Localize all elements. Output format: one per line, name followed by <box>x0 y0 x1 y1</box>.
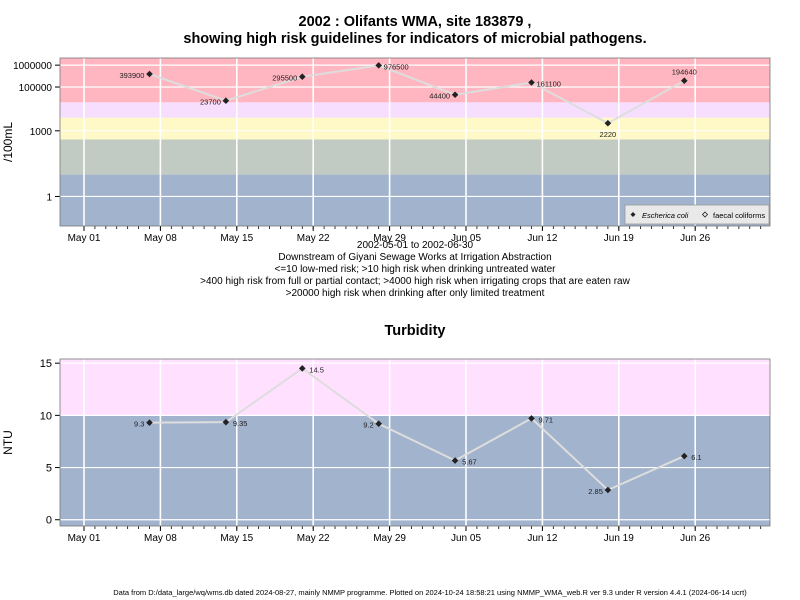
legend-box <box>624 204 770 225</box>
x-tick-label: Jun 05 <box>451 233 481 244</box>
plot-frame <box>59 57 771 227</box>
y-axis-label: NTU <box>1 430 15 455</box>
data-point <box>528 79 535 86</box>
x-tick-label: Jun 12 <box>527 233 557 244</box>
data-point <box>604 486 612 494</box>
data-point <box>451 457 459 464</box>
data-label: 14.5 <box>309 365 324 374</box>
data-point <box>298 365 306 372</box>
data-point <box>222 97 230 105</box>
top-chart-title-line1: 2002 : Olifants WMA, site 183879 , <box>298 14 532 30</box>
legend-marker-filled <box>630 212 636 217</box>
x-tick-label: Jun 05 <box>451 533 481 544</box>
x-tick-label: Jun 19 <box>604 233 634 244</box>
x-tick-label: May 29 <box>373 533 406 544</box>
data-label: 5.67 <box>462 458 477 467</box>
risk-band-0 <box>60 415 770 526</box>
date-range-note: 2002-05-01 to 2002-06-30 <box>356 240 474 251</box>
data-point <box>604 119 612 127</box>
data-label: 9.2 <box>363 421 373 430</box>
risk-note-limited-treatment: >20000 high risk when drinking after onl… <box>285 288 545 299</box>
data-point <box>146 70 153 78</box>
y-axis-label: /100mL <box>1 122 15 162</box>
data-label: 161100 <box>536 79 560 88</box>
x-tick-label: Jun 12 <box>527 533 557 544</box>
risk-band-1 <box>60 359 770 416</box>
legend-entry: faecal coliforms <box>713 211 765 220</box>
data-label: 23700 <box>200 98 221 107</box>
data-label: 6.1 <box>691 453 701 462</box>
data-point <box>222 418 230 426</box>
x-tick-label: May 15 <box>220 233 253 244</box>
x-tick-label: Jun 19 <box>604 533 634 544</box>
series-line <box>149 64 685 125</box>
data-label: 9.35 <box>233 419 248 428</box>
data-point <box>680 77 688 84</box>
x-tick-label: May 01 <box>68 533 101 544</box>
data-point <box>146 419 153 426</box>
y-tick-label: 0 <box>46 515 52 527</box>
data-label: 44400 <box>429 92 450 101</box>
data-label: 295500 <box>272 74 297 83</box>
data-label: 2220 <box>600 130 617 139</box>
x-tick-label: May 08 <box>144 233 177 244</box>
data-point <box>375 62 382 69</box>
data-label: 9.71 <box>538 415 553 424</box>
y-tick-label: 1 <box>46 192 52 203</box>
x-tick-label: Jun 26 <box>680 233 710 244</box>
y-tick-label: 5 <box>46 463 52 475</box>
plot-frame <box>59 358 771 527</box>
data-label: 2.85 <box>588 487 603 496</box>
data-label: 393900 <box>119 71 144 80</box>
data-label: 9.3 <box>134 420 144 429</box>
risk-band-1 <box>60 139 770 175</box>
x-tick-label: May 08 <box>144 533 177 544</box>
data-label: 194640 <box>672 68 697 77</box>
legend-entry: Escherica coli <box>642 211 689 220</box>
risk-note-contact-irrigation: >400 high risk from full or partial cont… <box>200 276 630 287</box>
y-tick-label: 10 <box>40 410 52 422</box>
series-line <box>149 367 685 492</box>
y-tick-label: 100000 <box>19 83 53 94</box>
turbidity-chart-title: Turbidity <box>384 323 446 339</box>
x-tick-label: May 29 <box>373 233 406 244</box>
data-point <box>375 420 382 428</box>
y-tick-label: 1000000 <box>13 61 52 72</box>
data-point <box>298 73 306 81</box>
pathogen-chart: May 01 May 08 May 15 May 22 May 29 Jun 05 Jun … <box>1 57 771 244</box>
y-tick-label: 1000 <box>30 127 53 138</box>
data-point <box>451 91 459 99</box>
x-tick-label: Jun 26 <box>680 533 710 544</box>
site-description-note: Downstream of Giyani Sewage Works at Irr… <box>278 252 552 263</box>
data-point <box>528 415 535 422</box>
top-chart-title-line2: showing high risk guidelines for indicat… <box>183 31 647 47</box>
risk-note-drinking: <=10 low-med risk; >10 high risk when dr… <box>274 264 556 275</box>
footer-source-note: Data from D:/data_large/wq/wms.db dated … <box>113 588 747 597</box>
legend-marker-open <box>701 211 709 218</box>
data-label: 976500 <box>384 62 409 71</box>
data-point <box>680 452 688 460</box>
x-tick-label: May 22 <box>297 533 330 544</box>
x-tick-label: May 22 <box>297 233 330 244</box>
x-tick-label: May 15 <box>220 533 253 544</box>
y-tick-label: 15 <box>40 358 52 370</box>
x-tick-label: May 01 <box>68 233 101 244</box>
